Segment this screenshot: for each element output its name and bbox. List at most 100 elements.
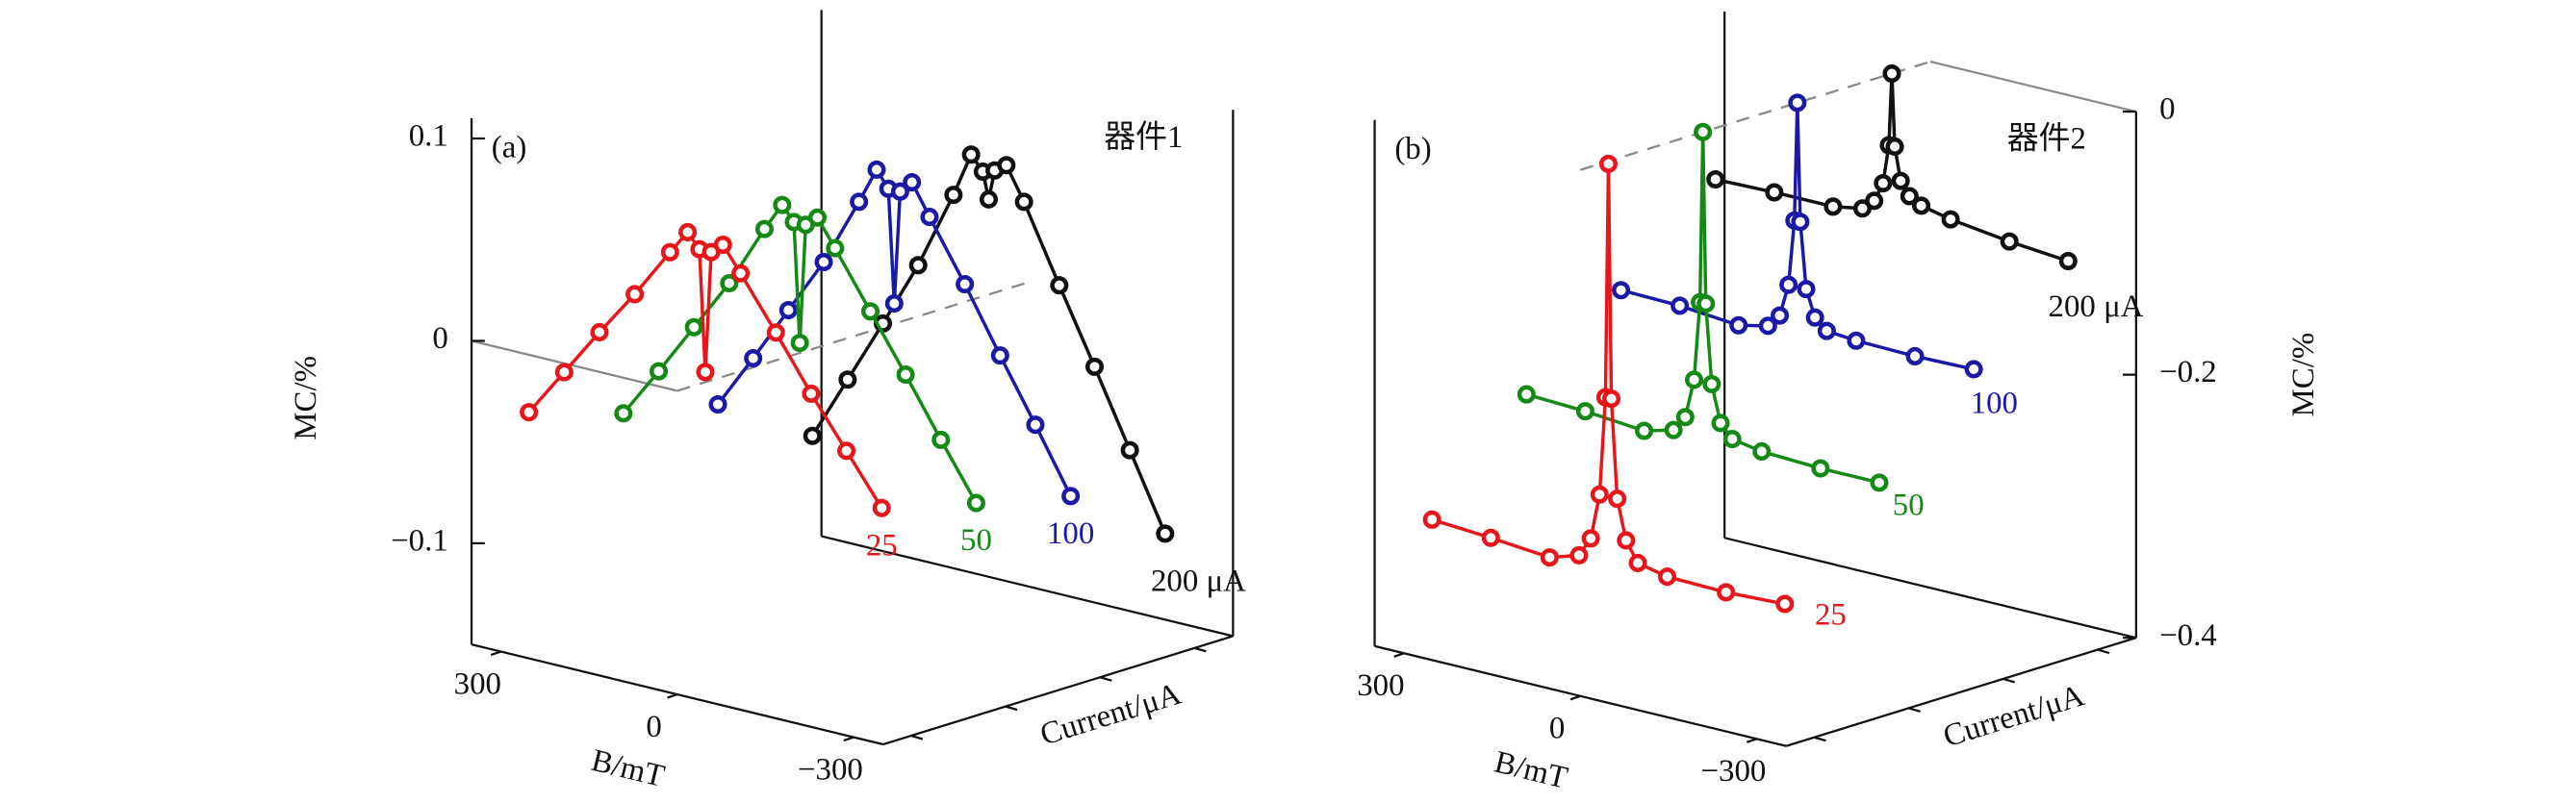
data-point	[790, 333, 809, 353]
series-label: 25	[1815, 597, 1847, 632]
data-point	[625, 285, 645, 304]
data-point	[1540, 548, 1559, 567]
data-point	[1882, 63, 1901, 83]
data-point	[1635, 421, 1654, 440]
series-label: 200 μA	[2049, 289, 2144, 324]
data-point	[614, 404, 633, 423]
axis-line	[1785, 637, 2137, 747]
data-point	[1817, 321, 1836, 340]
data-point	[860, 302, 880, 321]
data-point	[1891, 171, 1910, 190]
data-point	[1598, 154, 1619, 173]
data-point	[696, 363, 715, 382]
data-point	[1628, 553, 1647, 572]
panel-label: (a)	[492, 130, 527, 164]
data-point	[1608, 489, 1627, 509]
data-point	[1569, 545, 1589, 565]
data-point	[1617, 531, 1636, 550]
data-point	[2058, 251, 2078, 270]
data-point	[1722, 430, 1742, 449]
data-point	[660, 242, 679, 262]
z-tick	[2097, 648, 2110, 655]
data-point	[850, 192, 869, 212]
data-point	[1847, 331, 1866, 350]
data-point	[890, 182, 909, 201]
data-point	[1775, 594, 1795, 614]
data-point	[1905, 346, 1925, 365]
data-point	[997, 156, 1016, 175]
data-point	[931, 430, 951, 449]
x-tick-label: −300	[1701, 754, 1767, 789]
series-label: 200 μA	[1151, 564, 1246, 598]
data-point	[778, 301, 798, 320]
data-point	[903, 173, 922, 192]
data-point	[1779, 275, 1798, 294]
data-point	[731, 263, 751, 283]
y-tick-label: 0	[432, 321, 447, 356]
data-point	[1014, 192, 1033, 212]
series-label: 25	[866, 528, 898, 563]
x-axis-title: B/mT	[588, 743, 668, 794]
x-tick-label: 300	[454, 666, 501, 701]
data-point	[990, 346, 1009, 365]
y-tick-label: −0.4	[2159, 618, 2217, 653]
x-tick-label: 0	[1549, 712, 1565, 746]
data-point	[1758, 316, 1777, 336]
zero-line	[471, 339, 678, 392]
data-point	[520, 403, 539, 422]
x-tick	[1746, 738, 1758, 743]
y-tick-label: 0	[2159, 92, 2175, 127]
data-point	[961, 145, 981, 164]
y-axis-title: MC/%	[289, 356, 323, 440]
data-point	[1770, 306, 1790, 325]
data-point	[1870, 473, 1889, 492]
data-point	[1824, 197, 1843, 216]
z-tick	[1099, 676, 1112, 682]
series-label: 100	[1971, 387, 2018, 421]
data-point	[1084, 357, 1105, 376]
data-point	[744, 349, 763, 368]
series-label: 100	[1047, 516, 1094, 551]
data-point	[678, 222, 698, 241]
data-point	[979, 189, 999, 209]
data-point	[1805, 308, 1824, 327]
data-point	[1791, 213, 1810, 232]
data-point	[1797, 280, 1816, 299]
z-axis-title: Current/μA	[1036, 677, 1186, 753]
data-point	[708, 394, 727, 414]
data-point	[1964, 360, 1983, 379]
axis-line	[882, 635, 1234, 746]
data-point	[1694, 122, 1713, 141]
x-tick	[490, 650, 501, 657]
data-point	[944, 186, 963, 205]
data-point	[1061, 487, 1081, 506]
x-tick	[843, 736, 854, 742]
data-point	[896, 364, 915, 385]
data-point	[1885, 137, 1904, 156]
series-label: 50	[1893, 488, 1925, 522]
data-point	[807, 208, 828, 227]
data-point	[1156, 524, 1175, 543]
data-point	[684, 317, 703, 337]
data-point	[1581, 529, 1600, 548]
axis-line	[1723, 537, 2137, 640]
data-point	[1602, 389, 1621, 409]
data-point	[1717, 583, 1736, 602]
data-point	[803, 426, 822, 445]
series-line	[1620, 102, 1975, 371]
data-point	[590, 322, 609, 341]
data-point	[1874, 173, 1893, 193]
data-point	[1658, 567, 1677, 587]
data-point	[867, 160, 886, 179]
data-point	[838, 370, 857, 389]
x-tick	[667, 693, 678, 699]
data-point	[1865, 191, 1884, 211]
axis-line	[1374, 644, 1787, 747]
data-point	[1788, 93, 1807, 113]
panel-label: (b)	[1394, 132, 1431, 166]
series-line	[810, 151, 1167, 535]
data-point	[1517, 385, 1536, 404]
data-point	[966, 493, 985, 513]
